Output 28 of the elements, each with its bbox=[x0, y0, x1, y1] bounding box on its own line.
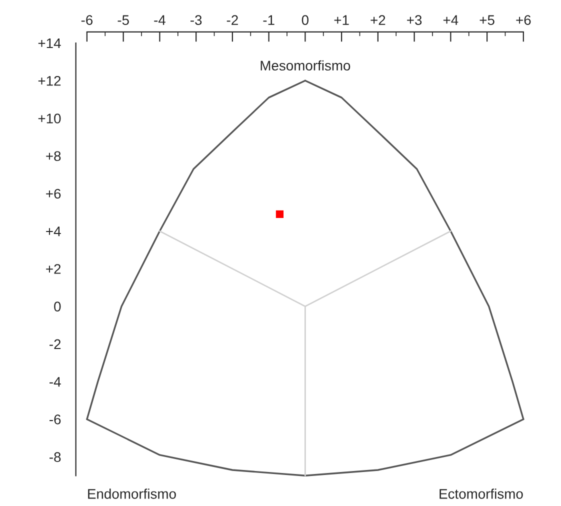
x-tick-label: -3 bbox=[190, 15, 202, 25]
y-tick-label: +12 bbox=[38, 76, 61, 86]
text: Ectomorfismo bbox=[440, 488, 523, 499]
y-tick-label: +8 bbox=[46, 151, 61, 162]
x-tick-label: +6 bbox=[516, 15, 531, 25]
x-tick-label: +1 bbox=[334, 15, 349, 25]
x-tick-label: -4 bbox=[154, 15, 166, 25]
annotation: Mesomorfismo bbox=[260, 60, 350, 71]
x-tick-label: -2 bbox=[226, 15, 238, 25]
y-tick-label: +6 bbox=[46, 188, 61, 199]
x-tick-label: -1 bbox=[263, 15, 274, 25]
y-tick-label: -6 bbox=[50, 414, 61, 424]
y-tick-label: 0 bbox=[54, 302, 61, 312]
y-tick-label: +14 bbox=[38, 38, 61, 48]
x-tick-label: +4 bbox=[443, 15, 458, 25]
y-tick-label: +2 bbox=[46, 264, 61, 274]
y-tick-label: -4 bbox=[50, 377, 61, 387]
y-tick-label: -2 bbox=[50, 339, 61, 350]
x-tick-label: +5 bbox=[480, 15, 494, 25]
x-tick-label: -6 bbox=[81, 15, 93, 25]
x-tick-label: +3 bbox=[407, 15, 422, 25]
x-tick-label: 0 bbox=[302, 15, 309, 25]
x-tick-label: -5 bbox=[118, 15, 129, 25]
x-tick-label: +2 bbox=[370, 15, 386, 25]
y-tick-label: -8 bbox=[50, 452, 61, 462]
y-tick-label: +10 bbox=[38, 114, 61, 124]
y-tick-label: +4 bbox=[46, 226, 61, 236]
text: Endomorfismo bbox=[88, 488, 176, 499]
